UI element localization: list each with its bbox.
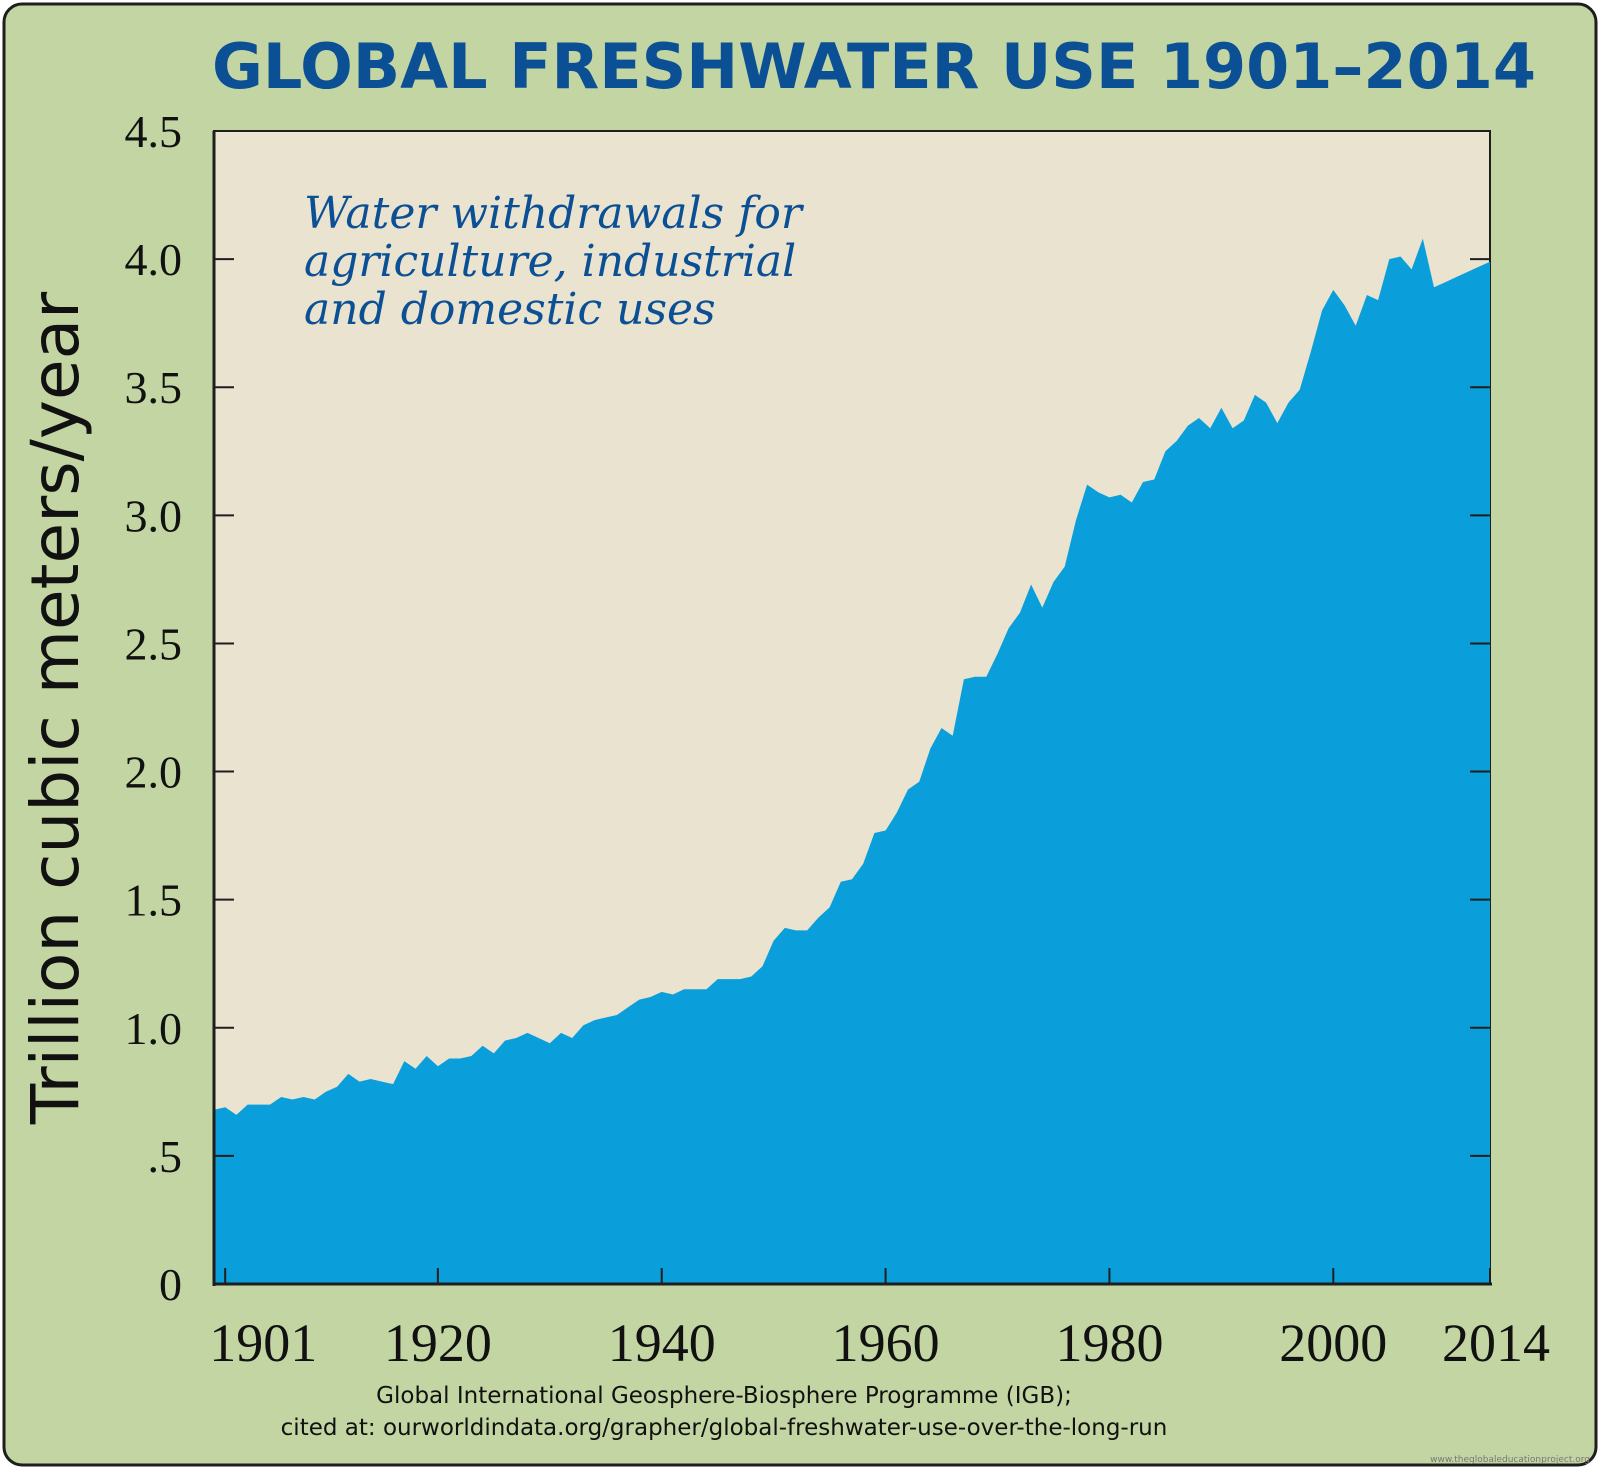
- freshwater-use-area: [214, 238, 1490, 1285]
- y-tick-label: 1.0: [125, 1003, 183, 1054]
- source-line-1: Global International Geosphere-Biosphere…: [376, 1383, 1072, 1409]
- watermark: www.theglobaleducationproject.org: [1430, 1455, 1590, 1465]
- x-axis-ticks: 1901 1920 1940 1960 1980 2000 2014: [209, 1268, 1550, 1373]
- y-tick-label: 4.5: [125, 106, 183, 157]
- y-tick-label: 4.0: [125, 234, 183, 285]
- x-tick-label: 2014: [1442, 1313, 1550, 1373]
- source-line-2: cited at: ourworldindata.org/grapher/glo…: [281, 1415, 1168, 1441]
- y-tick-label: 2.0: [125, 747, 183, 798]
- y-tick-label: 3.0: [125, 490, 183, 541]
- annotation-line-1: Water withdrawals for: [304, 188, 805, 239]
- x-tick-label: 1960: [832, 1313, 940, 1373]
- annotation-line-2: agriculture, industrial: [304, 236, 796, 287]
- y-tick-label: 1.5: [125, 875, 183, 926]
- x-tick-label: 1920: [384, 1313, 492, 1373]
- y-tick-label: 2.5: [125, 618, 183, 669]
- y-tick-label: 0: [159, 1259, 182, 1310]
- annotation-line-3: and domestic uses: [304, 284, 716, 335]
- x-tick-label: 1940: [608, 1313, 716, 1373]
- y-axis-ticks: 0 .5 1.0 1.5 2.0 2.5 3.0 3.5 4.0 4.5: [125, 106, 1490, 1310]
- y-tick-label: 3.5: [125, 362, 183, 413]
- x-tick-label: 1980: [1055, 1313, 1163, 1373]
- y-tick-label: .5: [148, 1131, 183, 1182]
- x-tick-label: 2000: [1279, 1313, 1387, 1373]
- chart-title: GLOBAL FRESHWATER USE 1901–2014: [212, 30, 1536, 103]
- x-tick-label: 1901: [209, 1313, 317, 1373]
- y-axis-label: Trillion cubic meters/year: [17, 291, 94, 1125]
